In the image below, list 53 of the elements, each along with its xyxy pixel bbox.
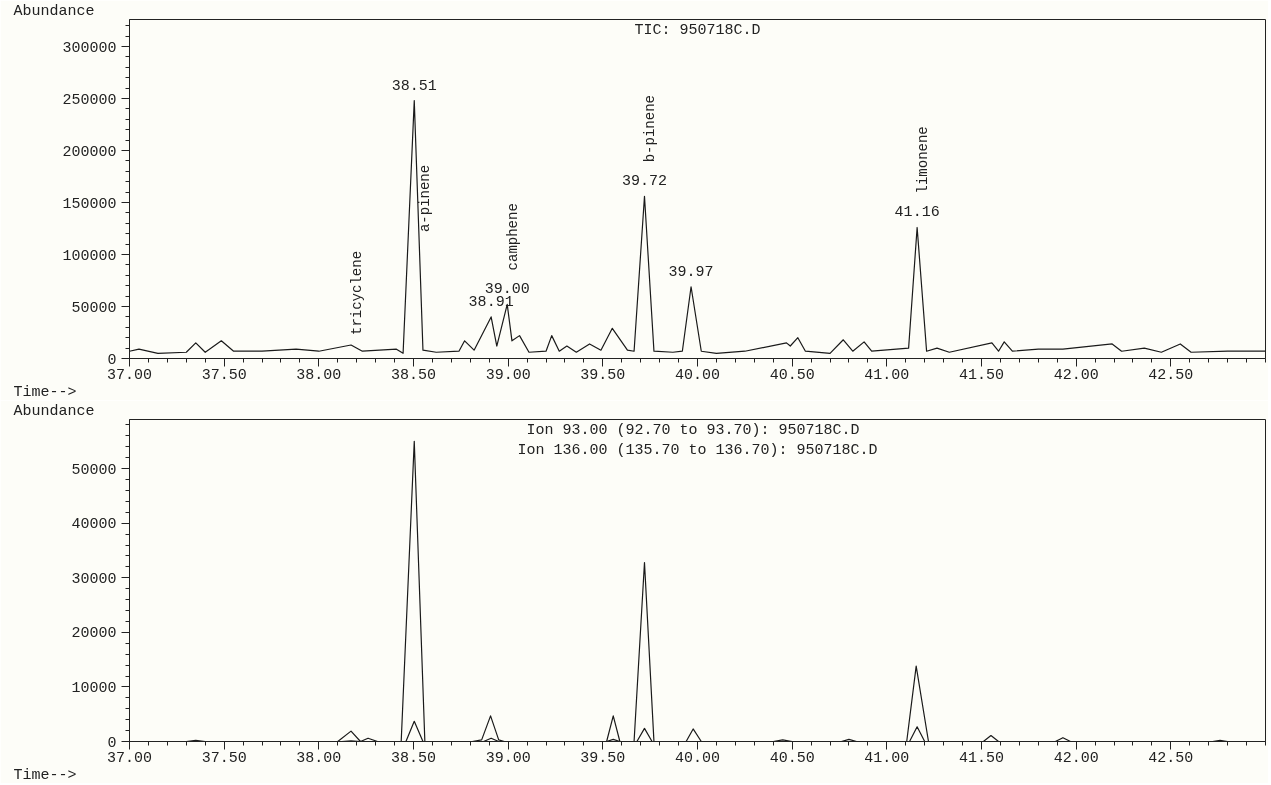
y-tick-label: 10000 bbox=[71, 679, 117, 697]
annotation: limonene bbox=[915, 126, 932, 194]
y-tick-label: 40000 bbox=[71, 516, 117, 534]
x-tick-label: 41.00 bbox=[864, 749, 910, 767]
x-axis-title: Time--> bbox=[13, 383, 77, 401]
x-tick-label: 38.50 bbox=[391, 366, 437, 384]
annotation: 39.72 bbox=[621, 173, 667, 191]
y-tick-label: 300000 bbox=[62, 39, 117, 57]
x-tick-label: 42.00 bbox=[1053, 749, 1099, 767]
x-tick-label: 42.00 bbox=[1053, 366, 1099, 384]
x-tick-label: 37.50 bbox=[201, 749, 247, 767]
x-tick-label: 41.00 bbox=[864, 366, 910, 384]
annotation: 39.97 bbox=[668, 263, 714, 281]
y-tick-label: 50000 bbox=[71, 461, 117, 479]
y-axis-title: Abundance bbox=[13, 2, 95, 20]
x-tick-label: 38.50 bbox=[391, 749, 437, 767]
y-tick-label: 30000 bbox=[71, 570, 117, 588]
x-tick-label: 40.00 bbox=[675, 366, 721, 384]
text: Ion 136.00 (135.70 to 136.70): 950718C.D bbox=[517, 441, 878, 459]
x-tick-label: 38.00 bbox=[296, 366, 342, 384]
annotation: a-pinene bbox=[417, 164, 434, 233]
y-tick-label: 250000 bbox=[62, 91, 117, 109]
y-tick-label: 20000 bbox=[71, 625, 117, 643]
x-tick-label: 39.50 bbox=[580, 366, 626, 384]
x-tick-label: 37.00 bbox=[107, 749, 153, 767]
x-tick-label: 41.50 bbox=[959, 749, 1005, 767]
x-tick-label: 38.00 bbox=[296, 749, 342, 767]
annotation: b-pinene bbox=[642, 95, 659, 163]
annotation: 41.16 bbox=[894, 204, 940, 222]
y-tick-label: 0 bbox=[107, 734, 117, 752]
x-tick-label: 40.50 bbox=[769, 366, 815, 384]
y-tick-label: 200000 bbox=[62, 143, 117, 161]
x-tick-label: 41.50 bbox=[959, 366, 1005, 384]
x-tick-label: 37.50 bbox=[201, 366, 247, 384]
x-tick-label: 39.00 bbox=[485, 749, 531, 767]
x-tick-label: 40.00 bbox=[675, 749, 721, 767]
annotation: 38.51 bbox=[391, 77, 437, 95]
y-tick-label: 150000 bbox=[62, 195, 117, 213]
x-tick-label: 40.50 bbox=[769, 749, 815, 767]
y-tick-label: 100000 bbox=[62, 247, 117, 265]
annotation: tricyclene bbox=[349, 250, 366, 335]
y-tick-label: 0 bbox=[107, 351, 117, 369]
chart-title: TIC: 950718C.D bbox=[634, 21, 761, 39]
x-tick-label: 39.00 bbox=[485, 366, 531, 384]
x-tick-label: 37.00 bbox=[107, 366, 153, 384]
x-tick-label: 39.50 bbox=[580, 749, 626, 767]
annotation: camphene bbox=[505, 203, 522, 271]
x-tick-label: 42.50 bbox=[1148, 749, 1194, 767]
chart-title: Ion 93.00 (92.70 to 93.70): 950718C.D bbox=[526, 421, 860, 439]
y-tick-label: 50000 bbox=[71, 299, 117, 317]
y-axis-title: Abundance bbox=[13, 402, 95, 420]
x-axis-title: Time--> bbox=[13, 766, 77, 784]
x-tick-label: 42.50 bbox=[1148, 366, 1194, 384]
